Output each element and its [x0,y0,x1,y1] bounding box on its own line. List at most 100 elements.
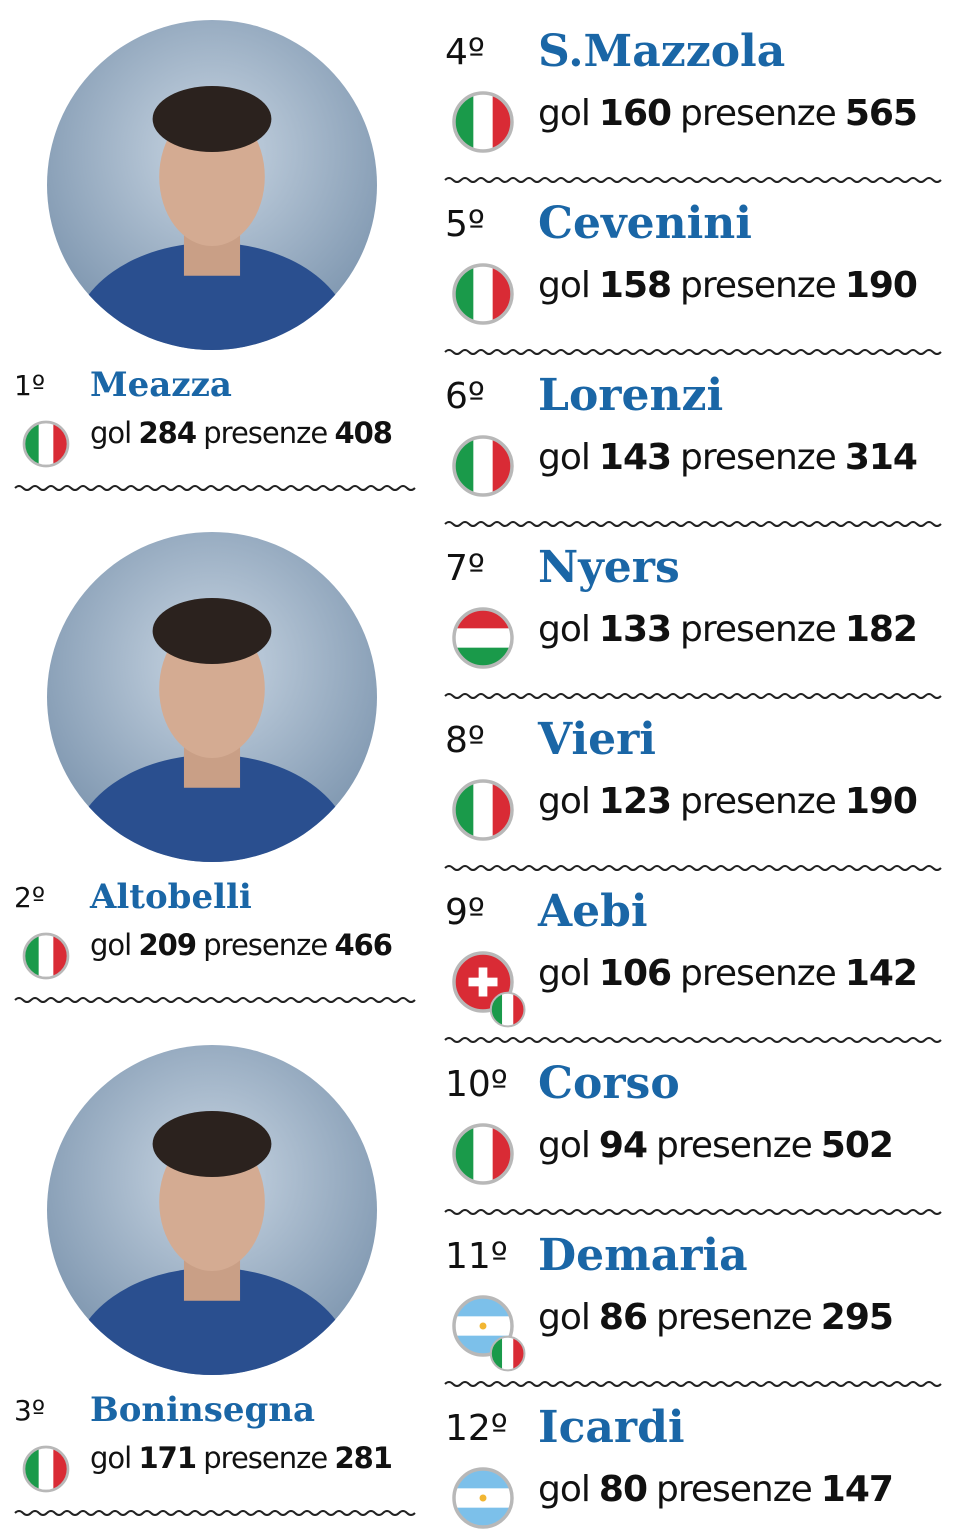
appearances-label: presenze [656,1469,812,1510]
stat-line: gol 171 presenze 281 [90,1441,392,1475]
wavy-divider [444,1037,942,1043]
wavy-divider [14,1510,416,1516]
flag [490,1336,525,1371]
stat-line: gol 284 presenze 408 [90,416,392,450]
stat-line: gol 80 presenze 147 [538,1469,893,1510]
wavy-divider [444,1209,942,1215]
appearances-value: 314 [845,437,917,478]
appearances-value: 408 [334,416,392,450]
stat-line: gol 209 presenze 466 [90,928,392,962]
goals-value: 171 [138,1441,196,1475]
appearances-label: presenze [203,1441,327,1475]
wavy-divider [14,485,416,491]
player-name: Corso [538,1058,680,1109]
goals-label: gol [538,1125,590,1166]
player-name: Nyers [538,542,680,593]
stat-line: gol 158 presenze 190 [538,265,917,306]
goals-label: gol [90,1441,131,1475]
goals-value: 133 [599,609,671,650]
flag-rim [22,932,70,980]
appearances-label: presenze [680,265,836,306]
goals-label: gol [538,781,590,822]
goals-value: 160 [599,93,671,134]
wavy-divider [444,177,942,183]
goals-label: gol [90,928,131,962]
flag-rim [489,1335,526,1372]
rank: 2º [14,881,45,914]
stat-line: gol 86 presenze 295 [538,1297,893,1338]
flag [490,992,525,1027]
appearances-label: presenze [680,609,836,650]
goals-label: gol [538,1297,590,1338]
flag-rim [452,91,514,153]
appearances-value: 565 [845,93,917,134]
appearances-label: presenze [656,1297,812,1338]
goals-label: gol [90,416,131,450]
rank: 7º [445,548,485,589]
player-name: Altobelli [89,877,252,917]
player-name: Aebi [537,886,648,937]
wavy-divider [444,521,942,527]
appearances-value: 466 [334,928,392,962]
rank: 10º [445,1064,508,1105]
goals-value: 80 [599,1469,647,1510]
flag-rim [22,1445,70,1493]
appearances-value: 147 [821,1469,893,1510]
stat-line: gol 106 presenze 142 [538,953,917,994]
player-photo [47,1045,377,1375]
appearances-label: presenze [680,781,836,822]
appearances-value: 281 [334,1441,392,1475]
player-photo [47,20,377,350]
goals-value: 123 [599,781,671,822]
flag-rim [452,779,514,841]
goals-label: gol [538,609,590,650]
goals-value: 86 [599,1297,647,1338]
flag-rim [452,263,514,325]
rank: 9º [445,892,485,933]
goals-label: gol [538,1469,590,1510]
flag-rim [452,1123,514,1185]
flag-rim [489,991,526,1028]
goals-label: gol [538,437,590,478]
wavy-divider [14,997,416,1003]
goals-value: 209 [138,928,196,962]
appearances-label: presenze [680,437,836,478]
player-name: Meazza [90,365,232,405]
appearances-value: 295 [821,1297,893,1338]
player-name: Icardi [538,1402,685,1453]
wavy-divider [444,693,942,699]
rank: 6º [445,376,485,417]
rank: 8º [445,720,485,761]
player-name: S.Mazzola [538,26,785,77]
stat-line: gol 133 presenze 182 [538,609,917,650]
goals-label: gol [538,953,590,994]
rank: 11º [445,1236,508,1277]
appearances-value: 190 [845,781,917,822]
goals-value: 143 [599,437,671,478]
goals-value: 106 [599,953,671,994]
appearances-label: presenze [656,1125,812,1166]
appearances-label: presenze [680,953,836,994]
stat-line: gol 160 presenze 565 [538,93,917,134]
appearances-value: 190 [845,265,917,306]
flag-rim [452,435,514,497]
appearances-label: presenze [203,416,327,450]
rank: 12º [445,1408,508,1449]
flag-rim [22,420,70,468]
player-name: Cevenini [538,198,752,249]
flag-rim [452,607,514,669]
player-name: Lorenzi [538,370,723,421]
player-photo [47,532,377,862]
appearances-label: presenze [203,928,327,962]
rank: 5º [445,204,485,245]
player-name: Vieri [537,714,656,765]
flag-rim [452,951,514,1013]
wavy-divider [444,865,942,871]
goals-value: 284 [138,416,196,450]
rank: 3º [14,1394,45,1427]
appearances-label: presenze [680,93,836,134]
wavy-divider [444,349,942,355]
rank: 4º [445,32,485,73]
rank: 1º [14,369,45,402]
appearances-value: 502 [821,1125,893,1166]
